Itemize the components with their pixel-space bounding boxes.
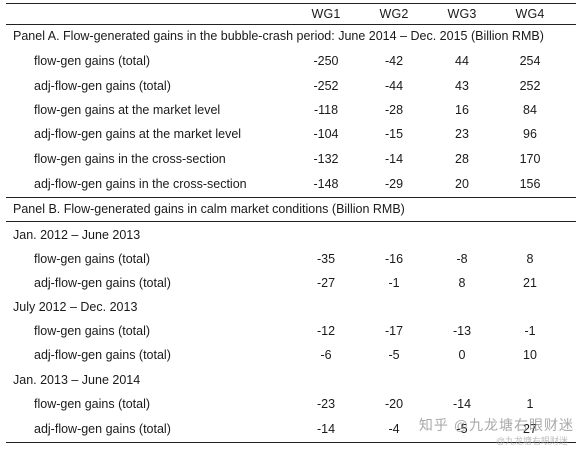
period-label: July 2012 – Dec. 2013 <box>13 300 138 314</box>
cell-wg1: -27 <box>316 276 336 290</box>
period-heading: Jan. 2013 – June 2014 <box>0 370 582 390</box>
cell-wg2: -16 <box>384 252 404 266</box>
row-label: flow-gen gains in the cross-section <box>34 152 226 166</box>
column-header-wg3: WG3 <box>447 7 477 21</box>
column-header-wg2: WG2 <box>379 7 409 21</box>
cell-wg1: -14 <box>316 422 336 436</box>
cell-wg3: 44 <box>455 54 469 68</box>
period-heading: Jan. 2012 – June 2013 <box>0 225 582 245</box>
top-rule <box>6 3 576 4</box>
cell-wg1: -250 <box>313 54 339 68</box>
cell-wg3: 23 <box>455 127 469 141</box>
row-label: flow-gen gains (total) <box>34 324 151 338</box>
cell-wg3: 43 <box>455 79 469 93</box>
cell-wg1: -148 <box>313 177 339 191</box>
table-row: flow-gen gains (total) -35 -16 -8 8 <box>0 249 582 269</box>
column-header-wg4: WG4 <box>515 7 545 21</box>
panel-b-rule <box>6 221 576 222</box>
row-label: adj-flow-gen gains in the cross-section <box>34 177 247 191</box>
watermark: 知乎 @九龙塘右眼财迷 <box>418 417 574 433</box>
cell-wg4: 27 <box>523 422 537 436</box>
header-rule <box>6 24 576 25</box>
cell-wg2: -4 <box>388 422 400 436</box>
cell-wg2: -5 <box>388 348 400 362</box>
cell-wg4: 21 <box>523 276 537 290</box>
cell-wg3: 20 <box>455 177 469 191</box>
period-label: Jan. 2012 – June 2013 <box>13 228 141 242</box>
cell-wg3: -8 <box>456 252 468 266</box>
cell-wg1: -12 <box>316 324 336 338</box>
cell-wg2: -44 <box>384 79 404 93</box>
period-label: Jan. 2013 – June 2014 <box>13 373 141 387</box>
table-row: adj-flow-gen gains (total) -27 -1 8 21 <box>0 273 582 293</box>
row-label: flow-gen gains (total) <box>34 397 151 411</box>
cell-wg2: -20 <box>384 397 404 411</box>
column-header-wg1: WG1 <box>311 7 341 21</box>
cell-wg3: 16 <box>455 103 469 117</box>
cell-wg4: 10 <box>523 348 537 362</box>
table-row: adj-flow-gen gains in the cross-section … <box>0 174 582 194</box>
cell-wg4: 96 <box>523 127 537 141</box>
row-label: flow-gen gains at the market level <box>34 103 221 117</box>
panel-divider-rule <box>6 197 576 198</box>
period-heading: July 2012 – Dec. 2013 <box>0 297 582 317</box>
cell-wg4: 156 <box>519 177 541 191</box>
cell-wg1: -6 <box>320 348 332 362</box>
cell-wg2: -1 <box>388 276 400 290</box>
table-row: flow-gen gains (total) -250 -42 44 254 <box>0 51 582 71</box>
cell-wg2: -15 <box>384 127 404 141</box>
cell-wg4: -1 <box>524 324 536 338</box>
table-row: flow-gen gains (total) -23 -20 -14 1 <box>0 394 582 414</box>
cell-wg4: 8 <box>526 252 534 266</box>
cell-wg1: -132 <box>313 152 339 166</box>
header-row: WG1 WG2 WG3 WG4 <box>0 4 582 24</box>
cell-wg1: -35 <box>316 252 336 266</box>
cell-wg3: 8 <box>458 276 466 290</box>
table-row: adj-flow-gen gains (total) -252 -44 43 2… <box>0 76 582 96</box>
panel-a-title: Panel A. Flow-generated gains in the bub… <box>13 29 544 43</box>
panel-b-title-row: Panel B. Flow-generated gains in calm ma… <box>0 199 582 219</box>
row-label: adj-flow-gen gains (total) <box>34 79 171 93</box>
row-label: adj-flow-gen gains (total) <box>34 348 171 362</box>
cell-wg2: -14 <box>384 152 404 166</box>
cell-wg2: -17 <box>384 324 404 338</box>
watermark-subtext: @九龙塘右眼财迷 <box>495 436 568 446</box>
table-row: flow-gen gains (total) -12 -17 -13 -1 <box>0 321 582 341</box>
row-label: adj-flow-gen gains (total) <box>34 422 171 436</box>
cell-wg4: 1 <box>526 397 534 411</box>
row-label: flow-gen gains (total) <box>34 54 151 68</box>
cell-wg2: -28 <box>384 103 404 117</box>
table-row: adj-flow-gen gains (total) -14 -4 -5 27 <box>0 419 582 439</box>
cell-wg3: -14 <box>452 397 472 411</box>
cell-wg3: 28 <box>455 152 469 166</box>
cell-wg2: -29 <box>384 177 404 191</box>
table-row: adj-flow-gen gains (total) -6 -5 0 10 <box>0 345 582 365</box>
panel-b-title: Panel B. Flow-generated gains in calm ma… <box>13 202 405 216</box>
cell-wg3: -5 <box>456 422 468 436</box>
cell-wg4: 84 <box>523 103 537 117</box>
cell-wg4: 170 <box>519 152 541 166</box>
cell-wg4: 254 <box>519 54 541 68</box>
table-row: flow-gen gains in the cross-section -132… <box>0 149 582 169</box>
table-row: adj-flow-gen gains at the market level -… <box>0 124 582 144</box>
row-label: adj-flow-gen gains at the market level <box>34 127 242 141</box>
cell-wg3: -13 <box>452 324 472 338</box>
cell-wg1: -118 <box>313 103 339 117</box>
row-label: flow-gen gains (total) <box>34 252 151 266</box>
cell-wg2: -42 <box>384 54 404 68</box>
cell-wg1: -104 <box>313 127 339 141</box>
cell-wg3: 0 <box>458 348 466 362</box>
cell-wg1: -252 <box>313 79 339 93</box>
cell-wg1: -23 <box>316 397 336 411</box>
cell-wg4: 252 <box>519 79 541 93</box>
bottom-rule <box>6 442 576 443</box>
table-row: flow-gen gains at the market level -118 … <box>0 100 582 120</box>
row-label: adj-flow-gen gains (total) <box>34 276 171 290</box>
panel-a-title-row: Panel A. Flow-generated gains in the bub… <box>0 26 582 46</box>
